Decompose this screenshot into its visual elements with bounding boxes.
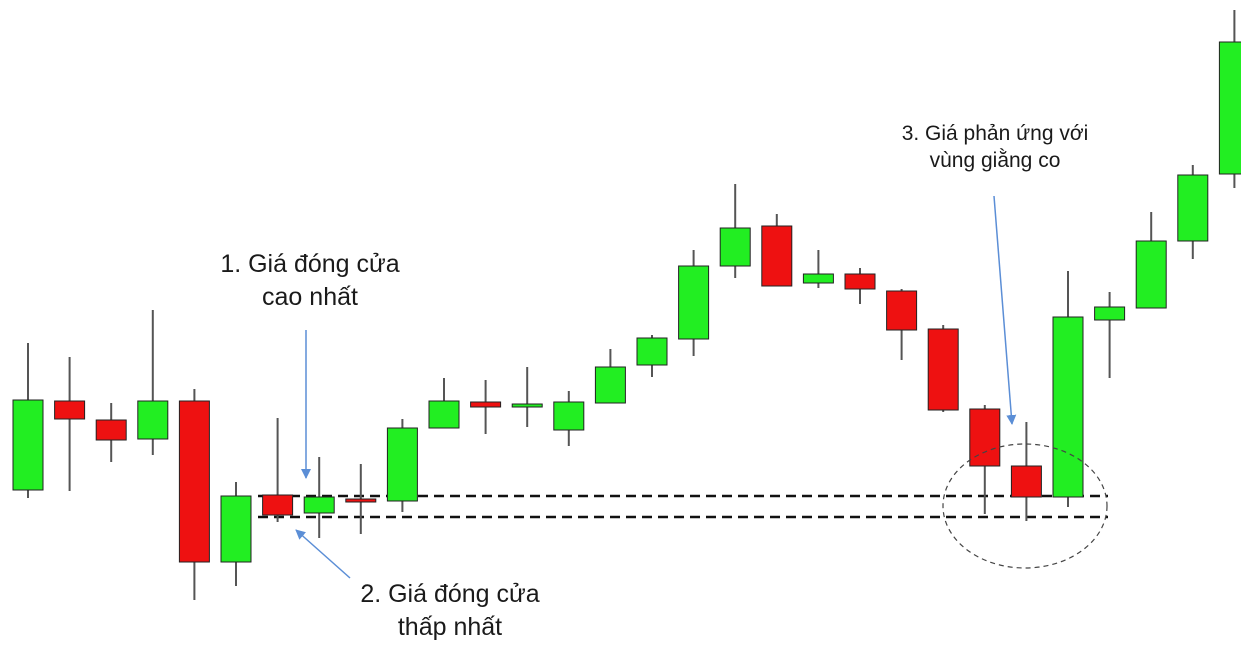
annotation-highest-close-line2: cao nhất xyxy=(262,282,358,311)
annotation-highest-close: 1. Giá đóng cửa cao nhất xyxy=(190,248,430,313)
candle-body-bullish xyxy=(220,495,252,563)
candle-body-bearish xyxy=(927,328,959,411)
annotation-lowest-close-line1: 2. Giá đóng cửa xyxy=(360,580,540,608)
annotation-highest-close-line1: 1. Giá đóng cửa xyxy=(220,250,400,278)
candle-body-bullish xyxy=(719,227,751,267)
candle-body-bullish xyxy=(386,427,418,502)
candle-body-bullish xyxy=(1135,240,1167,309)
candle-body-bearish xyxy=(886,290,918,331)
candle-body-bullish xyxy=(636,337,668,366)
candle-body-bearish xyxy=(969,408,1001,467)
candle-body-bearish xyxy=(262,494,294,516)
candle-body-bullish xyxy=(1094,306,1126,321)
annotation-zone-reaction: 3. Giá phản ứng với vùng giằng co xyxy=(870,120,1120,175)
candle-body-bullish xyxy=(1218,41,1241,175)
candle-body-bullish xyxy=(12,399,44,491)
candle-body-bullish xyxy=(802,273,834,284)
candle-body-bullish xyxy=(678,265,710,340)
candle-body-bearish xyxy=(844,273,876,290)
annotation-zone-reaction-line2: vùng giằng co xyxy=(929,149,1061,173)
candle-body-bearish xyxy=(1010,465,1042,498)
candle-body-bullish xyxy=(303,496,335,514)
candle-body-bullish xyxy=(553,401,585,431)
candle-body-bearish xyxy=(345,498,377,503)
candle-body-bullish xyxy=(511,403,543,408)
candle-body-bearish xyxy=(95,419,127,441)
candle-body-bullish xyxy=(1177,174,1209,242)
candle-body-bearish xyxy=(54,400,86,420)
arrow-lowest-close xyxy=(295,529,351,579)
annotation-lowest-close: 2. Giá đóng cửa thấp nhất xyxy=(330,578,570,643)
annotation-zone-reaction-line1: 3. Giá phản ứng với xyxy=(901,122,1089,145)
candle-body-bearish xyxy=(761,225,793,287)
candle-body-bullish xyxy=(137,400,169,440)
candle-body-bearish xyxy=(178,400,210,563)
annotation-lowest-close-line2: thấp nhất xyxy=(397,612,503,641)
candle-body-bullish xyxy=(1052,316,1084,498)
arrow-zone-reaction xyxy=(993,195,1017,425)
candle-body-bearish xyxy=(470,401,502,408)
candle-body-bullish xyxy=(428,400,460,429)
candle-body-bullish xyxy=(594,366,626,404)
reaction-zone-ellipse xyxy=(942,443,1108,569)
